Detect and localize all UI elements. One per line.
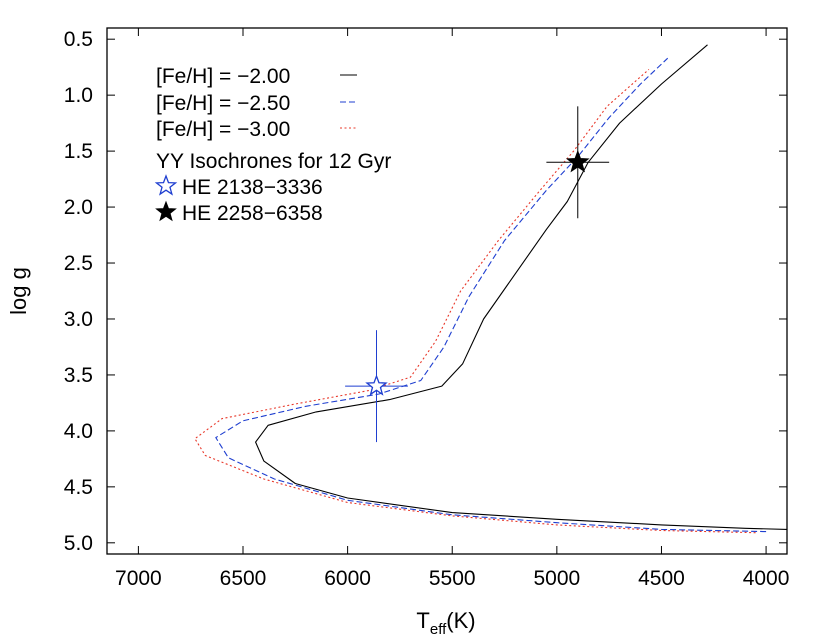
star-marker-1	[565, 149, 590, 173]
x-tick-label: 4000	[743, 567, 790, 590]
legend-entry-feh-2-50: [Fe/H] = −2.50	[156, 92, 290, 115]
x-tick-label: 5000	[533, 567, 580, 590]
y-tick-label: 4.0	[64, 420, 93, 443]
legend: [Fe/H] = −2.00 [Fe/H] = −2.50 [Fe/H] = −…	[154, 65, 391, 225]
isochrone-line-1	[215, 57, 767, 533]
y-tick-label: 1.0	[64, 84, 93, 107]
y-tick-label: 2.0	[64, 196, 93, 219]
x-tick-label: 5500	[429, 567, 476, 590]
legend-entry-he-2138-3336: HE 2138−3336	[182, 176, 323, 199]
x-axis-label-unit: (K)	[446, 608, 475, 633]
legend-filled-star-icon	[155, 200, 177, 222]
legend-entry-he-2258-6358: HE 2258−6358	[182, 202, 323, 225]
y-tick-label: 1.5	[64, 140, 93, 163]
legend-open-star-icon	[154, 174, 178, 196]
star-marker-0	[365, 374, 388, 396]
x-axis-label-subscript: eff	[430, 621, 447, 638]
star-markers	[345, 106, 610, 443]
x-axis-label: Teff(K)	[416, 608, 475, 638]
legend-entry-feh-2-00: [Fe/H] = −2.00	[156, 65, 290, 88]
y-tick-label: 4.5	[64, 476, 93, 499]
axis-ticks	[107, 28, 787, 554]
legend-entry-feh-3-00: [Fe/H] = −3.00	[156, 118, 290, 141]
x-tick-label: 4500	[638, 567, 685, 590]
legend-open-star-shape	[154, 174, 178, 196]
legend-note-isochrones: YY Isochrones for 12 Gyr	[156, 150, 391, 173]
y-tick-label: 3.5	[64, 364, 93, 387]
x-tick-label: 6000	[324, 567, 371, 590]
x-tick-label: 7000	[115, 567, 162, 590]
y-tick-label: 3.0	[64, 308, 93, 331]
y-tick-label: 5.0	[64, 532, 93, 555]
y-tick-label: 2.5	[64, 252, 93, 275]
y-axis-label: log g	[6, 267, 31, 315]
y-tick-label: 0.5	[64, 28, 93, 51]
axis-tick-labels: 7000 6500 6000 5500 5000 4500 4000 0.5 1.0 1.5 2.0…	[64, 28, 790, 590]
legend-filled-star-shape	[155, 200, 177, 222]
plot-frame	[106, 27, 788, 555]
isochrone-line-0	[255, 44, 787, 530]
x-tick-label: 6500	[220, 567, 267, 590]
